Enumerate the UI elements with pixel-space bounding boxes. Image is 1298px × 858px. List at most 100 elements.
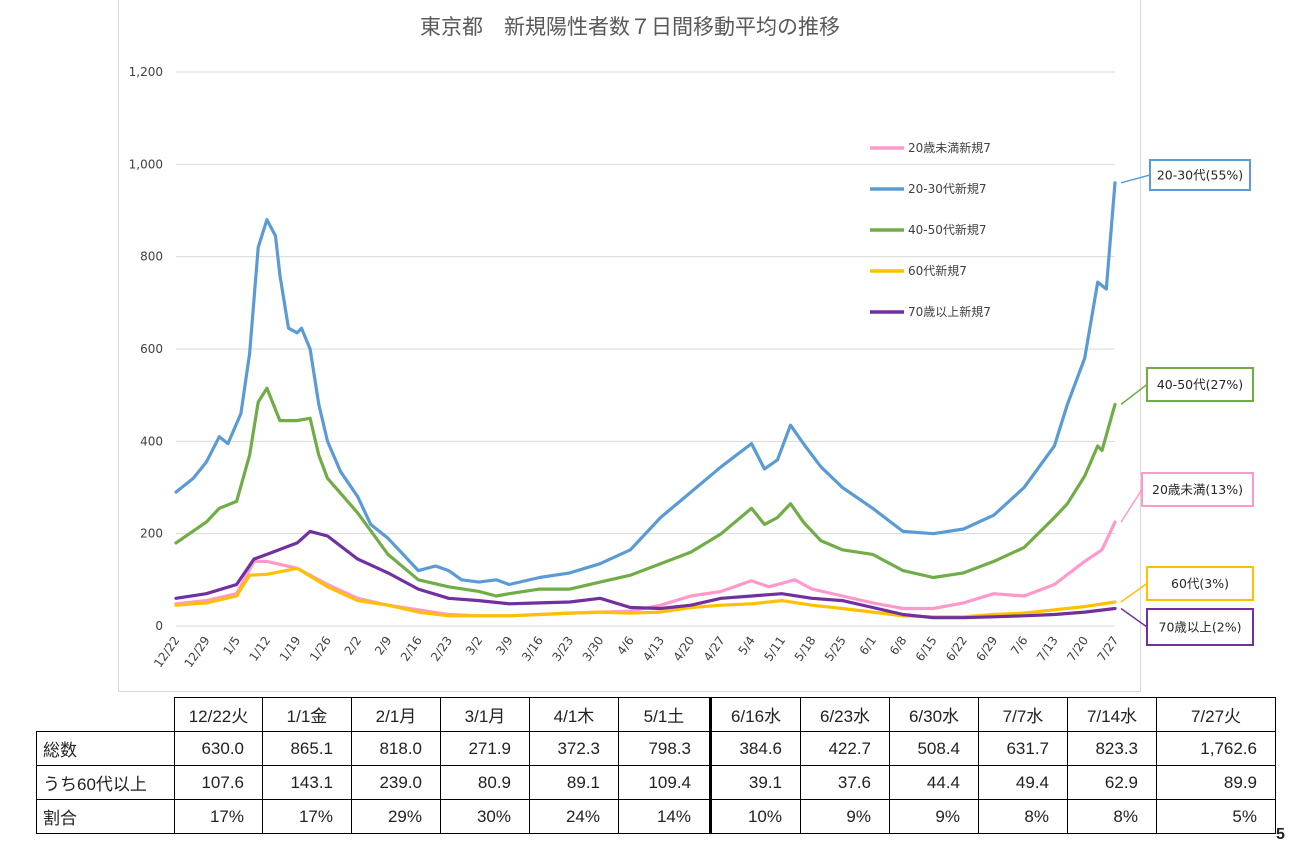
legend: 20歳未満新規7 20-30代新規7 40-50代新規7 60代新規7 70歳以上新規7 (870, 140, 991, 319)
callout-leader (1120, 174, 1151, 184)
table-column-header: 7/27火 (1156, 697, 1276, 732)
legend-label: 20-30代新規7 (908, 181, 987, 196)
table-cell: 109.4 (618, 765, 712, 800)
table-column-header: 6/30水 (889, 697, 979, 732)
table-cell: 1,762.6 (1156, 731, 1276, 766)
x-tick-label: 5/11 (761, 634, 788, 664)
y-tick-label: 600 (140, 342, 163, 356)
table-cell: 818.0 (351, 731, 441, 766)
x-tick-label: 12/22 (151, 634, 182, 670)
x-tick-label: 1/12 (246, 634, 273, 664)
table-cell: 30% (440, 799, 530, 834)
x-tick-label: 1/19 (277, 634, 304, 664)
table-cell: 798.3 (618, 731, 712, 766)
series-line (174, 386, 1117, 598)
x-tick-label: 4/27 (701, 634, 728, 664)
table-column-header: 7/14水 (1067, 697, 1157, 732)
x-tick-label: 2/9 (372, 634, 395, 658)
callout-leader (1120, 607, 1148, 628)
callout-label: 20-30代(55%) (1157, 168, 1243, 183)
x-tick-label: 3/30 (580, 634, 607, 664)
data-table: 12/22火 1/1金 2/1月 3/1月 4/1木 5/1土 6/16水 6/23水 6/30… (36, 697, 1276, 834)
x-tick-label: 2/23 (428, 634, 455, 664)
table-row-label: 割合 (36, 799, 175, 834)
table-cell: 865.1 (262, 731, 352, 766)
table-cell: 14% (618, 799, 712, 834)
x-tick-label: 6/22 (943, 634, 970, 664)
x-tick-label: 4/6 (614, 634, 637, 658)
callouts: 20-30代(55%) 40-50代(27%) 20歳未満(13%) 60代(3%) 7… (1120, 159, 1254, 646)
table-row-label: うち60代以上 (36, 765, 175, 800)
grid: 0 200 400 600 800 1,000 1,200 (129, 65, 1115, 633)
callout-box (1146, 566, 1254, 601)
x-tick-label: 3/16 (519, 634, 546, 664)
y-tick-label: 0 (155, 619, 163, 633)
table-cell: 8% (1067, 799, 1157, 834)
callout-leader (1120, 489, 1143, 523)
table-cell: 80.9 (440, 765, 530, 800)
x-tick-label: 4/20 (670, 634, 697, 664)
table-cell: 384.6 (710, 731, 801, 766)
y-tick-label: 1,000 (129, 157, 163, 171)
table-column-header: 2/1月 (351, 697, 441, 732)
legend-label: 20歳未満新規7 (908, 140, 991, 155)
callout-box (1146, 367, 1254, 402)
x-tick-label: 6/29 (973, 634, 1000, 664)
x-tick-label: 2/2 (342, 634, 365, 658)
series-line (174, 529, 1117, 620)
table-cell: 143.1 (262, 765, 352, 800)
x-tick-label: 6/8 (887, 634, 910, 658)
page-number: 5 (1276, 826, 1285, 843)
table-cell: 9% (889, 799, 979, 834)
x-tick-label: 5/18 (792, 634, 819, 664)
x-tick-label: 3/9 (493, 634, 516, 658)
x-tick-label: 6/15 (913, 634, 940, 664)
x-tick-label: 7/6 (1008, 634, 1031, 658)
x-tick-label: 3/2 (463, 634, 486, 658)
table-cell: 10% (710, 799, 801, 834)
y-tick-label: 1,200 (129, 65, 163, 79)
x-tick-label: 12/29 (181, 634, 212, 670)
table-column-header: 6/16水 (710, 697, 801, 732)
callout-label: 60代(3%) (1171, 576, 1229, 591)
callout-label: 40-50代(27%) (1157, 377, 1243, 392)
table-cell: 89.9 (1156, 765, 1276, 800)
table-cell: 24% (529, 799, 619, 834)
legend-label: 70歳以上新規7 (908, 304, 991, 319)
legend-label: 60代新規7 (908, 263, 967, 278)
x-tick-label: 7/13 (1034, 634, 1061, 664)
callout-label: 20歳未満(13%) (1152, 482, 1243, 497)
y-tick-label: 400 (140, 434, 163, 448)
x-tick-label: 3/23 (549, 634, 576, 664)
table-cell: 5% (1156, 799, 1276, 834)
table-column-header: 6/23水 (800, 697, 890, 732)
table-column-header: 7/7水 (978, 697, 1068, 732)
table-column-header: 3/1月 (440, 697, 530, 732)
table-cell: 631.7 (978, 731, 1068, 766)
x-tick-label: 5/4 (735, 634, 758, 658)
legend-label: 40-50代新規7 (908, 222, 987, 237)
table-cell: 372.3 (529, 731, 619, 766)
table-cell: 630.0 (174, 731, 263, 766)
chart-title: 東京都 新規陽性者数７日間移動平均の推移 (420, 15, 840, 39)
table-cell: 44.4 (889, 765, 979, 800)
callout-label: 70歳以上(2%) (1159, 620, 1242, 635)
table-header-row: 12/22火 1/1金 2/1月 3/1月 4/1木 5/1土 6/16水 6/23水 6/30… (36, 697, 1276, 732)
table-column-header: 12/22火 (174, 697, 263, 732)
table-cell: 49.4 (978, 765, 1068, 800)
table-cell: 8% (978, 799, 1068, 834)
table-cell: 9% (800, 799, 890, 834)
table-cell: 29% (351, 799, 441, 834)
x-tick-label: 7/20 (1064, 634, 1091, 664)
table-column-header: 4/1木 (529, 697, 619, 732)
table-cell: 239.0 (351, 765, 441, 800)
table-cell: 271.9 (440, 731, 530, 766)
table-cell: 39.1 (710, 765, 801, 800)
table-row: うち60代以上 107.6 143.1 239.0 80.9 89.1 109.4 39.1 3… (36, 765, 1276, 800)
series-line (174, 181, 1117, 587)
table-row: 総数 630.0 865.1 818.0 271.9 372.3 798.3 384.6 422… (36, 731, 1276, 766)
table-cell: 89.1 (529, 765, 619, 800)
line-chart: 東京都 新規陽性者数７日間移動平均の推移 0 200 400 600 800 1,000 1… (129, 15, 1254, 670)
table-cell: 422.7 (800, 731, 890, 766)
table-cell: 37.6 (800, 765, 890, 800)
